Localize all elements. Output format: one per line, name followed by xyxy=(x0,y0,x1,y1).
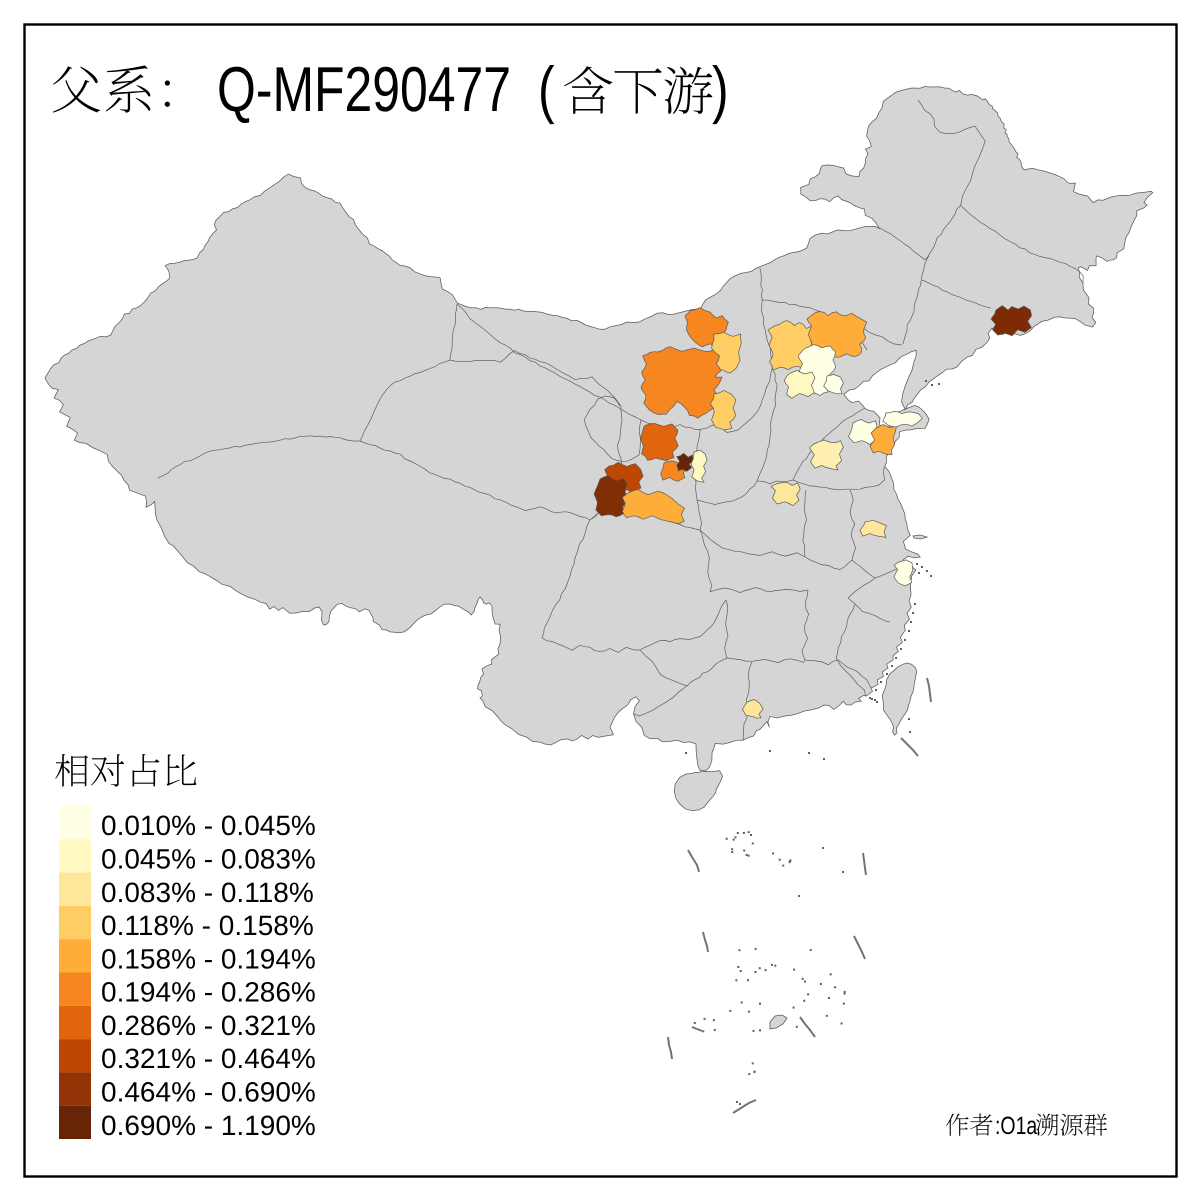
svg-text:0.118% - 0.158%: 0.118% - 0.158% xyxy=(101,910,314,941)
svg-text:0.321% - 0.464%: 0.321% - 0.464% xyxy=(101,1043,316,1074)
svg-text::O1a: :O1a xyxy=(995,1112,1037,1140)
svg-text:0.010% - 0.045%: 0.010% - 0.045% xyxy=(101,810,316,841)
svg-text:Q-MF290477: Q-MF290477 xyxy=(217,55,511,125)
svg-text:0.194% - 0.286%: 0.194% - 0.286% xyxy=(101,977,316,1008)
svg-text:0.158% - 0.194%: 0.158% - 0.194% xyxy=(101,943,316,974)
svg-text:): ) xyxy=(712,55,729,125)
svg-text:0.083% - 0.118%: 0.083% - 0.118% xyxy=(101,877,314,908)
svg-text:0.690% - 1.190%: 0.690% - 1.190% xyxy=(101,1110,316,1141)
svg-text:0.045% - 0.083%: 0.045% - 0.083% xyxy=(101,843,316,874)
svg-text:(: ( xyxy=(538,55,555,125)
svg-text:0.464% - 0.690%: 0.464% - 0.690% xyxy=(101,1077,316,1108)
svg-text:0.286% - 0.321%: 0.286% - 0.321% xyxy=(101,1010,316,1041)
